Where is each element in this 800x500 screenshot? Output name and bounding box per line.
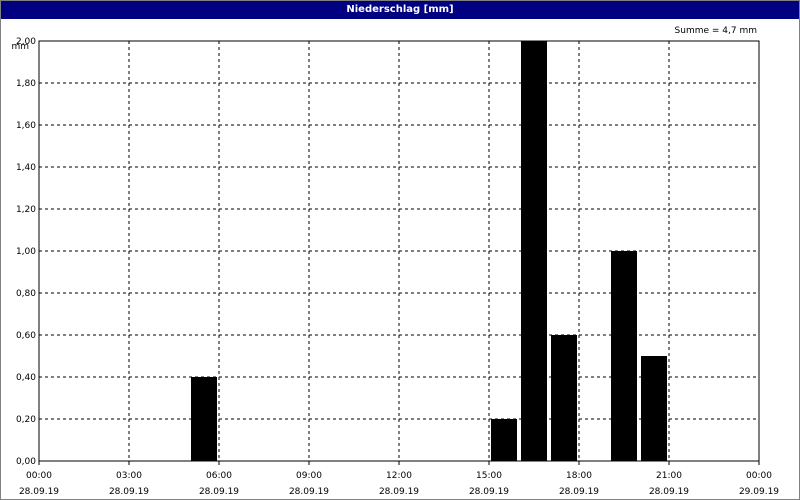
y-tick-label: 1,80 [16,79,36,89]
x-tick-date-label: 28.09.19 [559,487,599,497]
x-tick-time-label: 00:00 [746,471,772,481]
x-tick-time-label: 03:00 [116,471,142,481]
x-tick-date-label: 28.09.19 [109,487,149,497]
y-tick-label: 1,60 [16,121,36,131]
x-tick-date-label: 28.09.19 [649,487,689,497]
y-axis-unit-label: mm [11,42,29,52]
y-tick-label: 1,20 [16,205,36,215]
x-tick-time-label: 00:00 [26,471,52,481]
x-tick-date-label: 29.09.19 [739,487,779,497]
precipitation-bar [521,41,547,461]
precipitation-bar [491,419,517,461]
precipitation-bar [551,335,577,461]
x-tick-time-label: 06:00 [206,471,232,481]
x-tick-date-label: 28.09.19 [379,487,419,497]
y-tick-label: 2,00 [16,37,36,47]
x-tick-time-label: 18:00 [566,471,592,481]
y-tick-label: 1,00 [16,247,36,257]
y-tick-label: 0,60 [16,331,36,341]
x-tick-time-label: 21:00 [656,471,682,481]
x-tick-date-label: 28.09.19 [469,487,509,497]
y-tick-label: 0,80 [16,289,36,299]
x-tick-date-label: 28.09.19 [199,487,239,497]
precipitation-bar [641,356,667,461]
x-tick-time-label: 09:00 [296,471,322,481]
precipitation-bar [611,251,637,461]
x-tick-time-label: 12:00 [386,471,412,481]
precipitation-bar [191,377,217,461]
x-tick-date-label: 28.09.19 [289,487,329,497]
x-tick-time-label: 15:00 [476,471,502,481]
y-tick-label: 1,40 [16,163,36,173]
x-tick-date-label: 28.09.19 [19,487,59,497]
window-title: Niederschlag [mm] [1,1,799,19]
y-tick-label: 0,40 [16,373,36,383]
precipitation-total: Summe = 4,7 mm [674,26,757,36]
y-tick-label: 0,20 [16,415,36,425]
y-tick-label: 0,00 [16,457,36,467]
